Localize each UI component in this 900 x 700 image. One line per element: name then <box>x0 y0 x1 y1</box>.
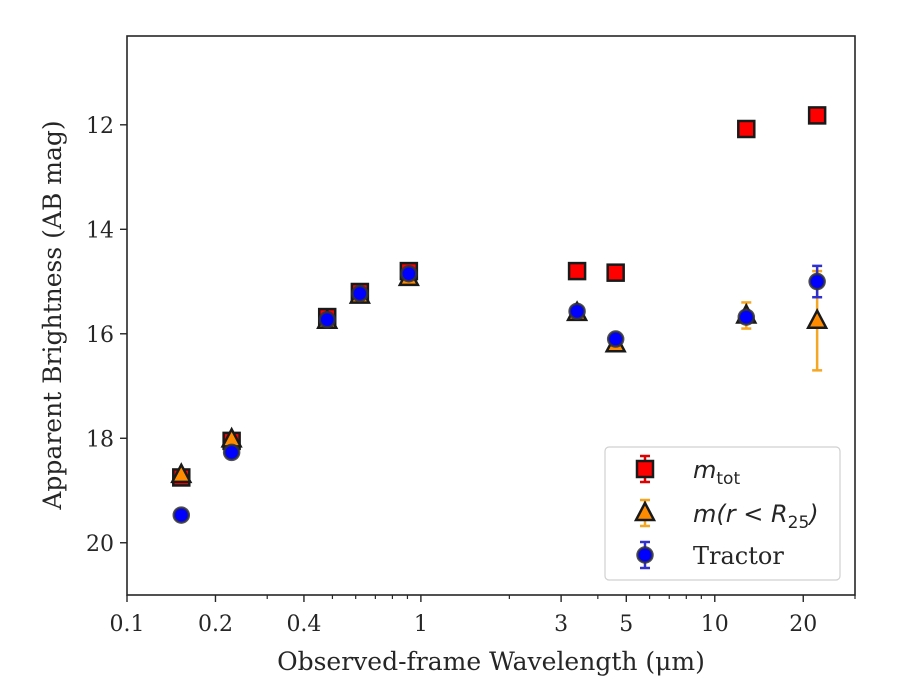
data-point <box>808 272 826 291</box>
legend-items: mtot m(r < R25) Tractor <box>633 454 819 570</box>
data-point <box>568 302 586 321</box>
legend-label-end: ) <box>807 500 818 528</box>
legend-label: mtot <box>693 456 740 489</box>
legend-marker <box>635 459 655 479</box>
data-point <box>606 330 625 348</box>
x-tick-label: 1 <box>414 612 428 637</box>
data-point <box>737 119 756 139</box>
x-tick-label: 3 <box>554 612 568 637</box>
x-tick-label: 0.2 <box>198 612 233 637</box>
x-axis-label: Observed-frame Wavelength (μm) <box>277 647 705 676</box>
data-point <box>400 264 418 283</box>
y-axis-ticks: 12 14 16 18 20 <box>86 114 127 557</box>
data-point <box>606 263 625 282</box>
legend-item-tractor: Tractor <box>636 540 784 570</box>
legend-label-subscript: 25 <box>788 513 810 533</box>
data-point <box>567 261 587 281</box>
x-tick-label: 0.4 <box>286 612 321 637</box>
data-series-layer <box>170 106 829 524</box>
x-tick-label: 5 <box>619 612 633 637</box>
y-tick-label: 16 <box>86 323 114 348</box>
legend: mtot m(r < R25) Tractor <box>604 446 841 581</box>
legend-label-main: m <box>693 456 716 484</box>
data-point <box>318 310 336 329</box>
data-point <box>172 506 191 524</box>
y-axis-label: Apparent Brightness (AB mag) <box>38 120 67 510</box>
series-tractor <box>172 264 826 524</box>
legend-item-m-r-r25: m(r < R25) <box>633 498 819 533</box>
legend-label: Tractor <box>693 542 784 570</box>
data-point <box>807 106 827 125</box>
data-point <box>806 308 829 329</box>
y-tick-label: 20 <box>86 532 114 557</box>
x-tick-label: 0.1 <box>110 612 145 637</box>
legend-marker <box>636 546 654 564</box>
data-point <box>170 462 193 484</box>
data-point <box>222 443 241 462</box>
y-tick-label: 12 <box>86 114 114 139</box>
legend-item-m-tot: mtot <box>635 454 740 489</box>
legend-label-subscript: tot <box>716 469 740 489</box>
y-tick-label: 18 <box>86 427 114 452</box>
legend-box <box>604 446 841 581</box>
plot-frame <box>126 35 856 596</box>
legend-marker <box>633 500 657 522</box>
legend-label: m(r < R25) <box>693 500 819 533</box>
x-tick-label: 20 <box>789 612 817 637</box>
data-point <box>351 284 369 303</box>
legend-label-main: Tractor <box>693 542 784 570</box>
x-tick-label: 10 <box>701 612 729 637</box>
legend-label-main: m(r < R <box>693 500 788 528</box>
x-axis-ticks: 0.1 0.2 0.4 1 3 5 10 20 <box>110 595 817 637</box>
y-tick-label: 14 <box>86 218 114 243</box>
data-point <box>737 308 756 326</box>
